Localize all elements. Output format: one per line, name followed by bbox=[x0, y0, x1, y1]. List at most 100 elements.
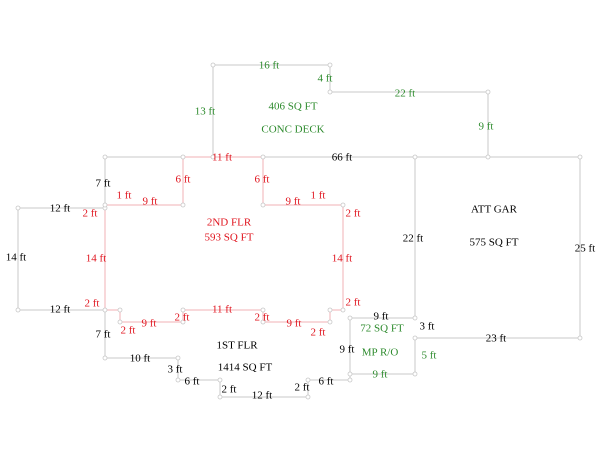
vertex-marker bbox=[327, 89, 333, 95]
dimension-label: 1 ft bbox=[117, 190, 132, 202]
vertex-marker bbox=[217, 394, 223, 400]
dimension-label: 7 ft bbox=[96, 178, 111, 190]
dimension-label: 7 ft bbox=[96, 329, 111, 341]
second-floor-name: 2ND FLR bbox=[207, 217, 252, 229]
dimension-label: 9 ft bbox=[373, 369, 388, 381]
vertex-marker bbox=[327, 62, 333, 68]
vertex-marker bbox=[347, 377, 353, 383]
deck-name-label: CONC DECK bbox=[261, 124, 324, 136]
dimension-label: 10 ft bbox=[130, 353, 150, 365]
dimension-label: 2 ft bbox=[346, 297, 361, 309]
vertex-marker bbox=[327, 319, 333, 325]
dimension-label: 12 ft bbox=[252, 390, 272, 402]
vertex-marker bbox=[102, 154, 108, 160]
vertex-marker bbox=[485, 154, 491, 160]
vertex-marker bbox=[175, 355, 181, 361]
vertex-marker bbox=[180, 307, 186, 313]
vertex-marker bbox=[180, 319, 186, 325]
vertex-marker bbox=[210, 62, 216, 68]
garage-area: 575 SQ FT bbox=[470, 237, 519, 249]
vertex-marker bbox=[347, 371, 353, 377]
vertex-marker bbox=[412, 335, 418, 341]
dimension-label: 2 ft bbox=[295, 382, 310, 394]
dimension-label: 6 ft bbox=[176, 174, 191, 186]
vertex-marker bbox=[347, 315, 353, 321]
mp-name: MP R/O bbox=[362, 347, 399, 359]
garage-name: ATT GAR bbox=[471, 204, 518, 216]
vertex-marker bbox=[175, 377, 181, 383]
vertex-marker bbox=[117, 307, 123, 313]
dimension-label: 9 ft bbox=[143, 196, 158, 208]
dimension-label: 1 ft bbox=[311, 190, 326, 202]
vertex-marker bbox=[260, 307, 266, 313]
dimension-label: 11 ft bbox=[212, 152, 232, 164]
vertex-marker bbox=[260, 154, 266, 160]
dimension-label: 9 ft bbox=[287, 318, 302, 330]
dimension-label: 2 ft bbox=[222, 384, 237, 396]
dimension-label: 6 ft bbox=[255, 174, 270, 186]
dimension-label: 3 ft bbox=[420, 321, 435, 333]
vertex-marker bbox=[305, 377, 311, 383]
dimension-label: 12 ft bbox=[50, 203, 70, 215]
dimension-label: 11 ft bbox=[212, 304, 232, 316]
vertex-marker bbox=[15, 307, 21, 313]
dimension-label: 2 ft bbox=[83, 208, 98, 220]
deck-area-label: 406 SQ FT bbox=[269, 101, 318, 113]
vertex-marker bbox=[577, 154, 583, 160]
vertex-marker bbox=[485, 89, 491, 95]
vertex-marker bbox=[340, 202, 346, 208]
vertex-marker bbox=[217, 377, 223, 383]
dimension-label: 2 ft bbox=[255, 312, 270, 324]
vertex-marker bbox=[15, 205, 21, 211]
first-floor-name: 1ST FLR bbox=[216, 340, 258, 352]
dimension-label: 66 ft bbox=[332, 152, 352, 164]
vertex-marker bbox=[412, 154, 418, 160]
dimension-label: 5 ft bbox=[422, 350, 437, 362]
vertex-marker bbox=[180, 202, 186, 208]
dimension-label: 22 ft bbox=[395, 88, 415, 100]
dimension-label: 2 ft bbox=[346, 208, 361, 220]
vertex-marker bbox=[412, 315, 418, 321]
vertex-marker bbox=[102, 202, 108, 208]
dimension-label: 3 ft bbox=[168, 364, 183, 376]
dimension-label: 2 ft bbox=[311, 327, 326, 339]
dimension-label: 25 ft bbox=[575, 243, 595, 255]
vertex-marker bbox=[327, 307, 333, 313]
dimension-label: 23 ft bbox=[486, 333, 506, 345]
vertex-marker bbox=[102, 307, 108, 313]
vertex-marker bbox=[577, 335, 583, 341]
dimension-label: 13 ft bbox=[195, 106, 215, 118]
dimension-label: 9 ft bbox=[286, 196, 301, 208]
area-labels: 406 SQ FT CONC DECK 2ND FLR 593 SQ FT AT… bbox=[205, 101, 519, 374]
dimension-label: 9 ft bbox=[142, 318, 157, 330]
dimension-label: 14 ft bbox=[6, 252, 26, 264]
dimension-label: 9 ft bbox=[374, 311, 389, 323]
dimension-label: 2 ft bbox=[121, 325, 136, 337]
vertex-marker bbox=[260, 202, 266, 208]
dimension-label: 12 ft bbox=[50, 304, 70, 316]
second-floor-area: 593 SQ FT bbox=[205, 232, 254, 244]
vertex-marker bbox=[117, 319, 123, 325]
mp-area: 72 SQ FT bbox=[360, 323, 404, 335]
dimension-label: 6 ft bbox=[185, 376, 200, 388]
dimension-label: 2 ft bbox=[175, 312, 190, 324]
dimension-label: 9 ft bbox=[340, 344, 355, 356]
first-floor-area: 1414 SQ FT bbox=[218, 362, 273, 374]
dimension-label: 16 ft bbox=[259, 60, 279, 72]
vertex-marker bbox=[180, 154, 186, 160]
vertex-marker bbox=[305, 394, 311, 400]
vertex-marker bbox=[102, 355, 108, 361]
vertex-marker bbox=[260, 319, 266, 325]
vertex-marker bbox=[412, 371, 418, 377]
vertex-marker bbox=[210, 154, 216, 160]
dimension-label: 6 ft bbox=[319, 376, 334, 388]
vertex-marker bbox=[340, 307, 346, 313]
dimension-label: 14 ft bbox=[86, 253, 106, 265]
dimension-label: 2 ft bbox=[85, 298, 100, 310]
sketch-lines bbox=[15, 62, 583, 400]
dimension-label: 9 ft bbox=[479, 121, 494, 133]
dimension-label: 22 ft bbox=[403, 233, 423, 245]
dimension-label: 14 ft bbox=[332, 253, 352, 265]
